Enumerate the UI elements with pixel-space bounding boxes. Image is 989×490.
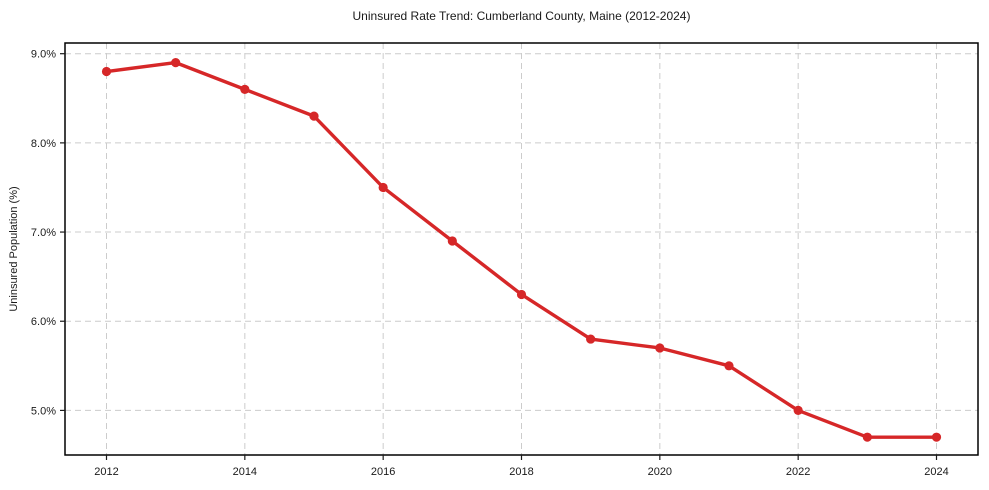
data-point-2015	[309, 111, 319, 121]
y-tick-label: 8.0%	[31, 138, 56, 150]
x-tick-label: 2016	[371, 466, 395, 478]
data-point-2013	[171, 58, 181, 68]
x-tick-label: 2012	[94, 466, 118, 478]
data-point-2016	[378, 182, 388, 193]
x-tick-label: 2020	[648, 466, 672, 478]
y-tick-label: 5.0%	[31, 405, 56, 417]
y-axis-label: Uninsured Population (%)	[8, 186, 20, 312]
x-tick-label: 2018	[509, 466, 533, 478]
data-point-2019	[586, 334, 596, 344]
data-point-2020	[655, 343, 665, 353]
x-tick-label: 2014	[233, 466, 257, 478]
y-tick-label: 9.0%	[31, 49, 56, 61]
chart-title: Uninsured Rate Trend: Cumberland County,…	[352, 9, 691, 23]
data-point-2022	[793, 405, 803, 416]
data-point-2017	[447, 236, 457, 246]
data-point-2018	[516, 289, 527, 300]
data-point-2024	[931, 432, 942, 442]
data-point-2023	[862, 432, 872, 442]
x-tick-label: 2024	[924, 466, 948, 478]
y-tick-label: 6.0%	[31, 316, 56, 328]
data-point-2014	[240, 84, 250, 94]
data-point-2021	[724, 361, 734, 371]
x-tick-label: 2022	[786, 466, 810, 478]
data-point-2012	[101, 66, 112, 77]
y-tick-label: 7.0%	[31, 227, 56, 239]
